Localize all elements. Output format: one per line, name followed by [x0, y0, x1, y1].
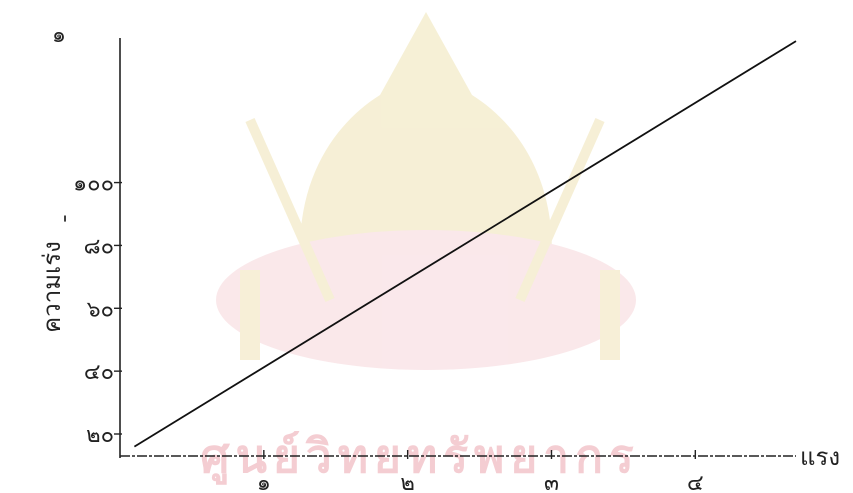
x-tick-label: ๒	[400, 471, 415, 493]
series-group	[133, 40, 797, 448]
x-axis-label: แรง	[800, 443, 840, 471]
y-axis-label-accent-mark: '	[62, 213, 68, 238]
x-tick-label: ๑	[257, 471, 271, 493]
y-tick-label: ๘๐	[84, 234, 114, 259]
y-tick-label: ๖๐	[87, 297, 114, 322]
y-ticks: ๒๐ ๔๐ ๖๐ ๘๐ ๑๐๐	[73, 172, 122, 448]
university-emblem-watermark	[216, 12, 636, 370]
series-line	[133, 40, 797, 448]
y-tick-label: ๑๐๐	[73, 172, 114, 197]
y-tick-label: ๒๐	[86, 423, 114, 448]
page-number: ๑	[52, 23, 66, 48]
axes	[119, 38, 796, 458]
y-axis-label: ความเร่ง	[38, 241, 66, 333]
y-tick-label: ๔๐	[84, 360, 114, 385]
x-tick-label: ๓	[544, 471, 559, 493]
watermark-text: ศูนย์วิทยทรัพยากร	[200, 429, 639, 485]
x-tick-label: ๔	[687, 471, 704, 493]
x-ticks: ๑ ๒ ๓ ๔	[257, 450, 704, 493]
